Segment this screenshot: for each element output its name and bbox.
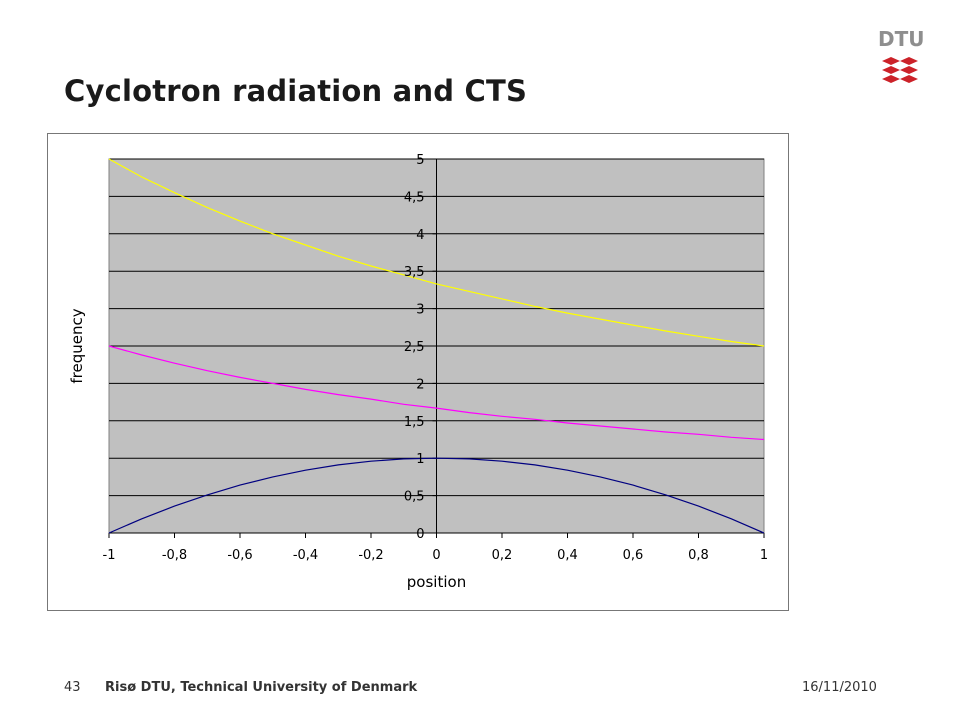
x-tick-label: -1 xyxy=(103,548,116,563)
series-line-1 xyxy=(108,158,765,347)
dtu-logo-mark xyxy=(882,57,918,83)
x-tick-label: -0,2 xyxy=(358,548,383,563)
y-tick-label: 2 xyxy=(416,377,424,392)
x-axis-label: position xyxy=(407,573,466,591)
y-tick-label: 1,5 xyxy=(404,415,425,430)
y-axis-label: frequency xyxy=(68,308,86,383)
tick-labels: -1 -0,8 -0,6 -0,4 -0,2 0 0,2 0,4 0,6 0,8 1 0 0,5 1 1,5… xyxy=(103,153,769,563)
series-line-2 xyxy=(108,345,765,441)
y-tick-label: 4,5 xyxy=(404,190,425,205)
x-tick-label: -0,6 xyxy=(227,548,252,563)
series-line-3 xyxy=(108,457,765,534)
series-lines xyxy=(108,158,765,534)
x-tick-label: 0 xyxy=(432,548,440,563)
x-tick-label: 0,4 xyxy=(557,548,578,563)
x-tick-label: 0,8 xyxy=(688,548,709,563)
dtu-logo: DTU xyxy=(878,27,925,86)
y-tick-label: 3,5 xyxy=(404,265,425,280)
x-tick-label: 1 xyxy=(760,548,768,563)
y-tick-label: 5 xyxy=(416,153,424,168)
axes xyxy=(108,158,765,538)
y-tick-label: 4 xyxy=(416,228,424,243)
y-tick-label: 0 xyxy=(416,527,424,542)
x-tick-label: 0,2 xyxy=(492,548,513,563)
slide-title: Cyclotron radiation and CTS xyxy=(64,74,528,108)
frequency-position-chart: -1 -0,8 -0,6 -0,4 -0,2 0 0,2 0,4 0,6 0,8 1 0 0,5 1 1,5… xyxy=(68,153,769,591)
footer-organization: Risø DTU, Technical University of Denmar… xyxy=(105,680,418,695)
y-tick-label: 1 xyxy=(416,452,424,467)
y-tick-label: 3 xyxy=(416,303,424,318)
x-tick-label: 0,6 xyxy=(623,548,644,563)
y-tick-label: 0,5 xyxy=(404,490,425,505)
dtu-logo-text: DTU xyxy=(878,27,925,51)
chart-frame: -1 -0,8 -0,6 -0,4 -0,2 0 0,2 0,4 0,6 0,8 1 0 0,5 1 1,5… xyxy=(47,133,789,611)
footer-date: 16/11/2010 xyxy=(802,680,877,695)
x-tick-label: -0,8 xyxy=(162,548,187,563)
footer-page-number: 43 xyxy=(64,680,81,695)
x-tick-label: -0,4 xyxy=(293,548,318,563)
y-tick-label: 2,5 xyxy=(404,340,425,355)
